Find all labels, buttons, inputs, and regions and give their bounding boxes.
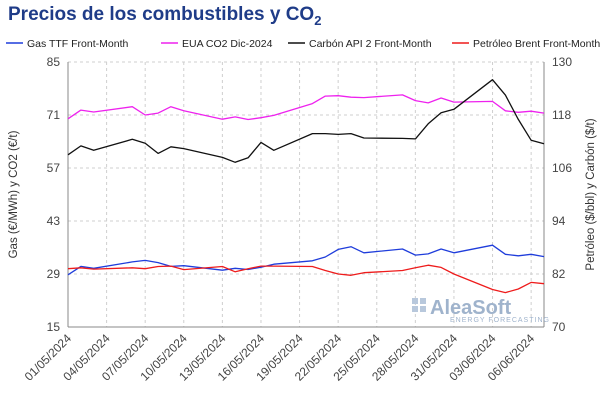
chart-title-subscript: 2 xyxy=(314,12,322,28)
y-right-tick-label: 118 xyxy=(552,108,571,122)
watermark-tagline: ENERGY FORECASTING xyxy=(450,317,550,324)
legend-label: Carbón API 2 Front-Month xyxy=(309,38,432,50)
legend-item-petroleo-brent-front-month: Petróleo Brent Front-Month xyxy=(452,38,600,50)
chart-title-main: Precios de los combustibles y CO xyxy=(8,4,315,25)
legend-label: Petróleo Brent Front-Month xyxy=(473,38,600,50)
watermark-name: AleaSoft xyxy=(430,297,511,319)
chart-title: Precios de los combustibles y CO2 xyxy=(8,4,321,28)
y-left-tick-label: 43 xyxy=(47,214,61,228)
y-axis-right-label: Petróleo ($/bbl) y Carbón ($/t) xyxy=(585,118,597,270)
y-left-tick-label: 29 xyxy=(47,267,61,281)
y-right-tick-label: 106 xyxy=(552,161,572,175)
legend: Gas TTF Front-Month EUA CO2 Dic-2024 Carbó… xyxy=(6,38,600,50)
y-left-tick-label: 85 xyxy=(47,55,61,69)
series-lines xyxy=(67,79,545,294)
y-right-tick-label: 82 xyxy=(552,267,566,281)
watermark-logo-icon xyxy=(412,298,426,312)
y-right-tick-label: 70 xyxy=(552,320,566,334)
y-left-tick-label: 71 xyxy=(47,108,61,122)
legend-item-carbon-api-2-front-month: Carbón API 2 Front-Month xyxy=(288,38,432,50)
y-right-tick-label: 130 xyxy=(552,55,572,69)
aleasoft-watermark: AleaSoft ENERGY FORECASTING xyxy=(412,297,550,324)
y-right-tick-label: 94 xyxy=(552,214,566,228)
legend-label: EUA CO2 Dic-2024 xyxy=(182,38,273,50)
legend-item-eua-co2-dic-2024: EUA CO2 Dic-2024 xyxy=(161,38,273,50)
y-axis-left-label: Gas (€/MWh) y CO2 (€/t) xyxy=(8,130,20,258)
legend-item-gas-ttf-front-month: Gas TTF Front-Month xyxy=(6,38,128,50)
y-left-tick-label: 15 xyxy=(47,320,61,334)
legend-label: Gas TTF Front-Month xyxy=(27,38,128,50)
y-left-tick-label: 57 xyxy=(47,161,61,175)
series-line-eua-co2-dic-2024 xyxy=(67,94,545,121)
series-line-gas-ttf-front-month xyxy=(67,244,545,276)
axes: 15294357718570829410611813001/05/202404/… xyxy=(22,55,573,384)
series-line-carbon-api-2-front-month xyxy=(67,79,545,163)
series-line-petroleo-brent-front-month xyxy=(67,264,545,294)
